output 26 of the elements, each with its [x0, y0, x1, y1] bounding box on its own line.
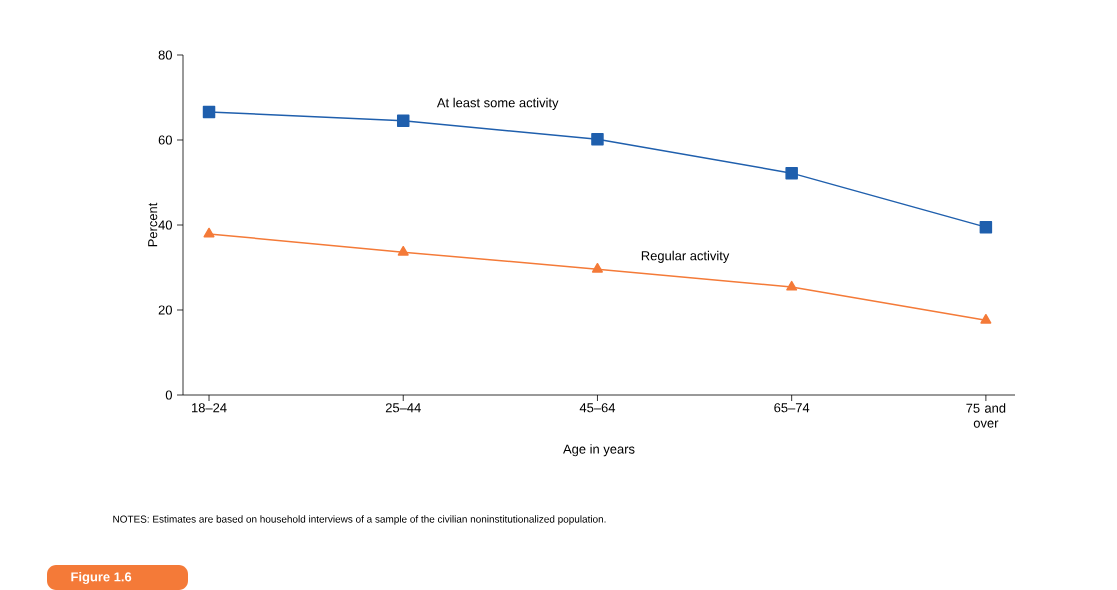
point: [591, 262, 603, 273]
series-label: At least some activity: [436, 97, 559, 110]
y-tick-label: 40: [158, 220, 172, 230]
point: [979, 220, 993, 234]
series-label: Regular activity: [641, 250, 730, 263]
x-tick-label: 18–24: [192, 403, 227, 413]
x-axis-title: Age in years: [563, 444, 635, 457]
y-tick-label: 80: [158, 50, 172, 60]
y-tick-label: 60: [158, 135, 172, 145]
x-tick-label: 65–74: [774, 403, 810, 413]
x-tick-label: 75 and over: [966, 403, 1006, 428]
point: [397, 245, 409, 256]
point: [785, 166, 798, 180]
point: [203, 227, 215, 238]
point: [396, 114, 410, 128]
y-tick-label: 20: [158, 305, 172, 315]
point: [786, 280, 798, 291]
text: NOTES: Estimates are based on household interviews of a sample of the civilian noninstitutionalized population.: [113, 515, 606, 525]
caption: Figure 1.6: [71, 571, 132, 585]
point: [202, 105, 216, 119]
point: [591, 132, 604, 146]
point: [980, 313, 992, 324]
y-axis-title: Percent: [148, 202, 158, 247]
x-tick-label: 25–44: [385, 403, 421, 413]
y-tick-label: 0: [165, 390, 172, 400]
x-tick-label: 45–64: [579, 403, 616, 413]
